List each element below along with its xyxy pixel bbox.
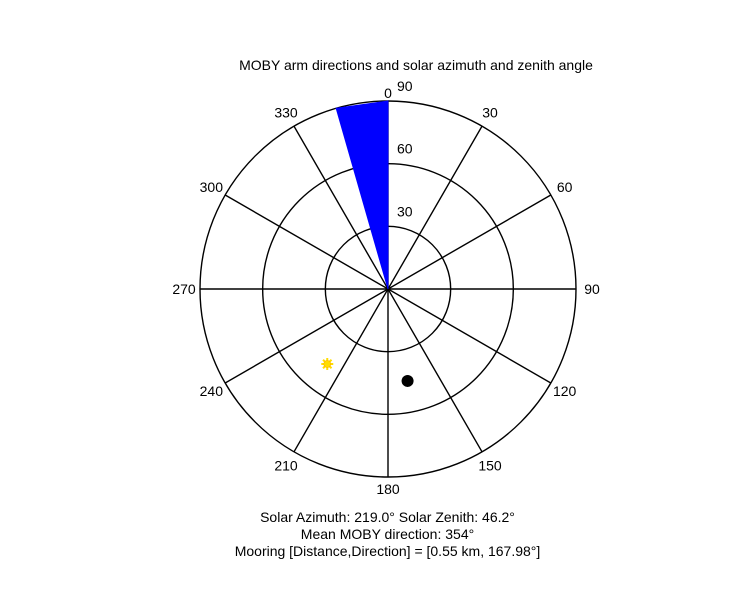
sun-marker [321,357,334,370]
moby-direction-caption: Mean MOBY direction: 354° [300,526,475,542]
angle-tick-label-0: 0 [384,85,392,101]
angle-tick-label-120: 120 [553,383,577,399]
angle-tick-label-180: 180 [376,481,400,497]
angle-tick-label-150: 150 [478,458,502,474]
polar-data [321,100,414,387]
angle-tick-label-210: 210 [274,458,298,474]
angle-tick-label-30: 30 [482,104,498,120]
radial-tick-label-30: 30 [397,203,413,219]
moby-arm-wedge [335,100,389,290]
radial-tick-label-60: 60 [397,141,413,157]
mooring-marker [401,374,414,387]
angle-tick-label-330: 330 [274,104,298,120]
radial-tick-label-90: 90 [397,78,413,94]
angle-tick-label-60: 60 [557,179,573,195]
angle-tick-label-270: 270 [172,281,196,297]
angle-tick-label-90: 90 [584,281,600,297]
mooring-caption: Mooring [Distance,Direction] = [0.55 km,… [234,543,541,559]
angle-tick-label-300: 300 [200,179,224,195]
angle-tick-label-240: 240 [200,383,224,399]
sun-core [323,360,332,368]
polar-labels: 0 30 60 90 120 150 180 210 240 270 300 330 30 60 90 [172,78,600,497]
solar-angle-caption: Solar Azimuth: 219.0° Solar Zenith: 46.2… [260,509,515,525]
chart-title: MOBY arm directions and solar azimuth an… [239,57,593,73]
